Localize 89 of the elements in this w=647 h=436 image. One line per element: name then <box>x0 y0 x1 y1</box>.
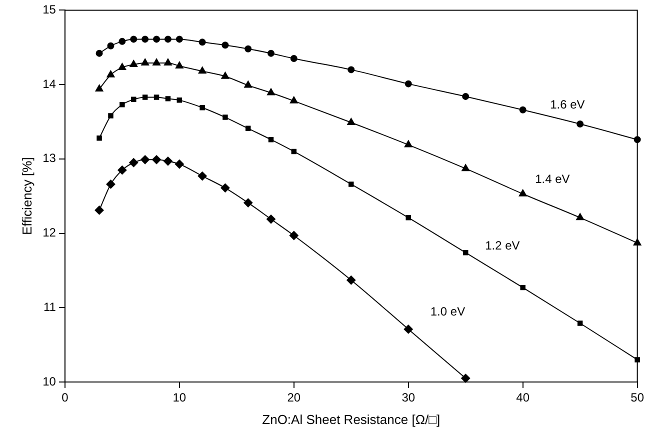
point <box>577 320 583 326</box>
x-tick-label: 20 <box>287 390 301 405</box>
point <box>290 96 298 104</box>
point <box>519 106 526 114</box>
y-tick-label: 10 <box>42 374 56 388</box>
point <box>141 58 150 66</box>
point <box>130 60 138 67</box>
point <box>406 215 411 220</box>
x-axis-title: ZnO:Al Sheet Resistance [Ω/□] <box>262 412 440 427</box>
point <box>96 50 103 57</box>
x-tick-label: 30 <box>402 390 416 405</box>
point <box>118 166 127 175</box>
point <box>221 72 230 79</box>
point <box>108 113 114 118</box>
point <box>245 126 251 132</box>
point <box>462 92 470 100</box>
point <box>220 183 230 192</box>
point <box>107 42 114 50</box>
point <box>174 160 184 169</box>
point <box>131 96 136 102</box>
series-label: 1.2 eV <box>485 238 520 253</box>
point <box>266 214 276 224</box>
point <box>152 155 162 164</box>
point <box>142 36 149 43</box>
point <box>267 88 275 96</box>
point <box>176 36 183 43</box>
point <box>165 96 171 102</box>
point <box>634 357 640 362</box>
x-tick-label: 40 <box>516 390 530 405</box>
point <box>461 374 470 383</box>
point <box>130 36 138 43</box>
point <box>140 155 150 164</box>
point <box>106 180 116 189</box>
series-label: 1.6 eV <box>550 97 585 112</box>
x-tick-label: 50 <box>630 390 644 405</box>
point <box>404 80 412 88</box>
point <box>164 58 172 66</box>
point <box>129 158 138 168</box>
point <box>163 156 172 166</box>
point <box>200 104 205 110</box>
point <box>142 94 148 100</box>
point <box>176 98 182 103</box>
point <box>118 62 126 70</box>
point <box>154 94 160 100</box>
point <box>289 231 298 240</box>
point <box>94 206 104 215</box>
y-tick-label: 11 <box>43 300 56 314</box>
x-tick-label: 10 <box>172 390 186 405</box>
y-tick-label: 12 <box>42 226 56 240</box>
point <box>268 50 275 57</box>
point <box>576 213 584 220</box>
point <box>120 102 125 108</box>
point <box>348 182 354 187</box>
point <box>244 80 252 88</box>
point <box>347 118 356 125</box>
point <box>96 135 102 141</box>
y-tick-label: 14 <box>42 76 56 91</box>
point <box>152 58 160 66</box>
point <box>520 284 526 290</box>
point <box>222 114 228 120</box>
x-tick-label: 0 <box>62 390 69 405</box>
y-tick-label: 15 <box>42 2 56 17</box>
point <box>118 38 126 45</box>
point <box>95 84 104 92</box>
point <box>198 172 207 181</box>
point <box>222 42 229 49</box>
point <box>244 45 252 52</box>
point <box>462 250 468 256</box>
point <box>576 120 584 128</box>
series-label: 1.4 eV <box>535 172 570 186</box>
point <box>175 61 184 68</box>
point <box>106 70 115 78</box>
point <box>346 276 356 285</box>
point <box>244 198 253 208</box>
point <box>268 136 274 142</box>
point <box>198 38 206 46</box>
point <box>291 148 297 154</box>
point <box>198 66 206 74</box>
point <box>404 140 412 148</box>
point <box>404 324 413 334</box>
point <box>462 164 470 172</box>
point <box>290 55 298 62</box>
y-tick-label: 13 <box>42 151 56 166</box>
y-axis-title: Efficiency [%] <box>19 157 34 235</box>
series-label: 1.0 eV <box>430 304 466 319</box>
point <box>164 36 172 43</box>
point <box>153 36 160 43</box>
point <box>518 189 527 196</box>
point <box>348 66 355 74</box>
